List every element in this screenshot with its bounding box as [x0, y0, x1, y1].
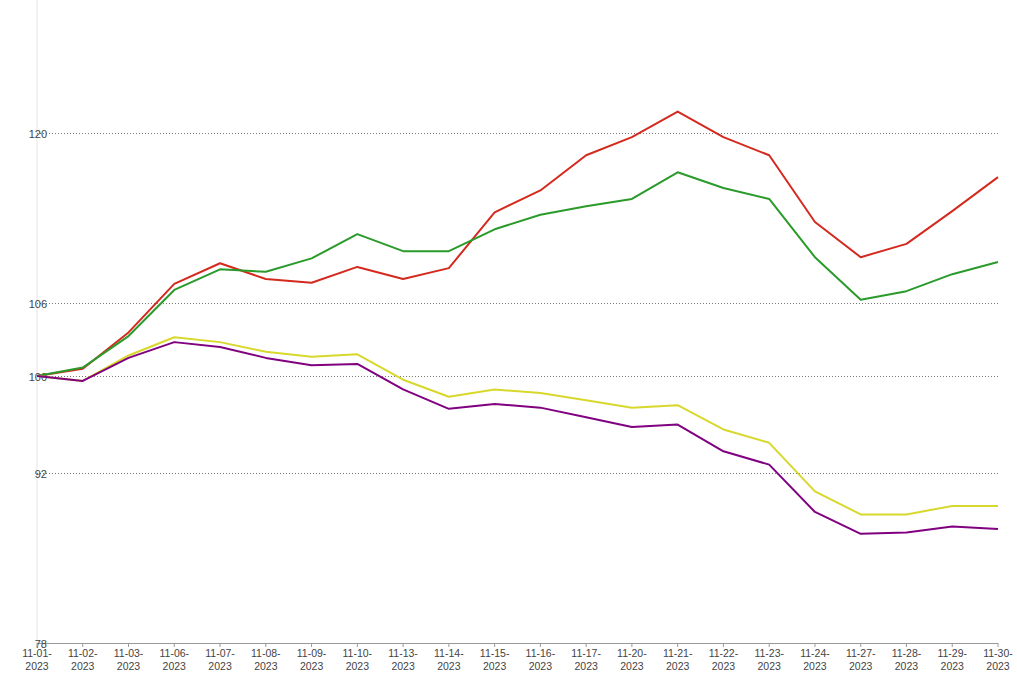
x-tick-label: 11-27-2023	[846, 647, 876, 672]
x-tick-label: 11-03-2023	[114, 647, 144, 672]
x-tick-label-line: 11-21-	[663, 647, 693, 659]
x-tick-label-line: 2023	[483, 660, 507, 672]
x-tick-label-line: 2023	[163, 660, 187, 672]
x-tick-label-line: 11-14-	[434, 647, 464, 659]
series-line	[37, 337, 998, 514]
x-tick-label: 11-17-2023	[571, 647, 601, 672]
grid-line	[37, 303, 998, 304]
x-tick-label-line: 11-13-	[388, 647, 418, 659]
lines	[37, 112, 998, 534]
x-tick-label: 11-01-2023	[22, 647, 52, 672]
x-tick-label-line: 2023	[437, 660, 461, 672]
series-line	[37, 342, 998, 534]
x-tick-label-line: 2023	[758, 660, 782, 672]
grid-line	[37, 376, 998, 377]
x-tick-label: 11-24-2023	[800, 647, 830, 672]
x-tick-label: 11-29-2023	[937, 647, 967, 672]
grid-line	[37, 133, 998, 134]
x-tick-label-line: 2023	[849, 660, 873, 672]
x-tick-label-line: 2023	[803, 660, 827, 672]
x-tick-label-line: 2023	[712, 660, 736, 672]
y-axis-line	[37, 0, 38, 643]
x-tick-label: 11-10-2023	[343, 647, 373, 672]
x-tick-label-line: 11-09-	[297, 647, 327, 659]
x-tick-label-line: 2023	[117, 660, 141, 672]
x-tick-label-line: 11-23-	[754, 647, 784, 659]
x-tick-label: 11-16-2023	[526, 647, 556, 672]
y-tick-label: 106	[29, 298, 47, 310]
x-tick-label-line: 11-15-	[480, 647, 510, 659]
x-tick-label-line: 2023	[25, 660, 49, 672]
x-tick-label-line: 2023	[620, 660, 644, 672]
x-tick-label: 11-22-2023	[709, 647, 739, 672]
x-tick-label-line: 11-03-	[114, 647, 144, 659]
x-tick-label-line: 11-02-	[68, 647, 98, 659]
x-tick-label: 11-30-2023	[983, 647, 1013, 672]
x-tick-label-line: 11-22-	[709, 647, 739, 659]
x-tick-label-line: 11-27-	[846, 647, 876, 659]
x-tick-label-line: 2023	[391, 660, 415, 672]
chart: 789210010612011-01-202311-02-202311-03-2…	[0, 0, 1017, 675]
x-tick-label: 11-14-2023	[434, 647, 464, 672]
x-tick-label-line: 2023	[986, 660, 1010, 672]
x-tick-label: 11-06-2023	[159, 647, 189, 672]
x-tick-label-line: 2023	[254, 660, 278, 672]
x-tick-label-line: 11-20-	[617, 647, 647, 659]
x-tick-label-line: 11-29-	[937, 647, 967, 659]
x-tick-label: 11-09-2023	[297, 647, 327, 672]
x-tick-label: 11-23-2023	[754, 647, 784, 672]
x-tick-label-line: 2023	[666, 660, 690, 672]
x-tick-label: 11-02-2023	[68, 647, 98, 672]
grid-line	[37, 473, 998, 474]
x-tick-label-line: 11-08-	[251, 647, 281, 659]
baseline	[37, 643, 998, 644]
x-tick-label: 11-28-2023	[892, 647, 922, 672]
x-tick-label-line: 11-07-	[205, 647, 235, 659]
x-tick-label-line: 2023	[300, 660, 324, 672]
x-tick-label: 11-07-2023	[205, 647, 235, 672]
series-line	[37, 172, 998, 376]
x-tick-label-line: 2023	[574, 660, 598, 672]
y-tick-label: 92	[35, 468, 47, 480]
x-tick-label-line: 2023	[895, 660, 919, 672]
x-tick-label-line: 11-06-	[159, 647, 189, 659]
series-line	[37, 112, 998, 376]
x-tick-label: 11-15-2023	[480, 647, 510, 672]
x-tick-label-line: 11-10-	[343, 647, 373, 659]
x-tick-label-line: 2023	[529, 660, 553, 672]
x-tick-label: 11-13-2023	[388, 647, 418, 672]
x-tick-label-line: 11-30-	[983, 647, 1013, 659]
x-tick-label-line: 11-01-	[22, 647, 52, 659]
x-tick-label-line: 2023	[941, 660, 965, 672]
x-tick-label-line: 11-24-	[800, 647, 830, 659]
x-tick-label-line: 11-28-	[892, 647, 922, 659]
x-tick-label-line: 2023	[346, 660, 370, 672]
x-tick-label-line: 2023	[208, 660, 232, 672]
x-tick-label: 11-08-2023	[251, 647, 281, 672]
x-tick-label: 11-21-2023	[663, 647, 693, 672]
x-tick-label-line: 2023	[71, 660, 95, 672]
x-tick-label: 11-20-2023	[617, 647, 647, 672]
y-tick-label: 120	[29, 128, 47, 140]
x-tick-label-line: 11-17-	[571, 647, 601, 659]
x-tick-label-line: 11-16-	[526, 647, 556, 659]
